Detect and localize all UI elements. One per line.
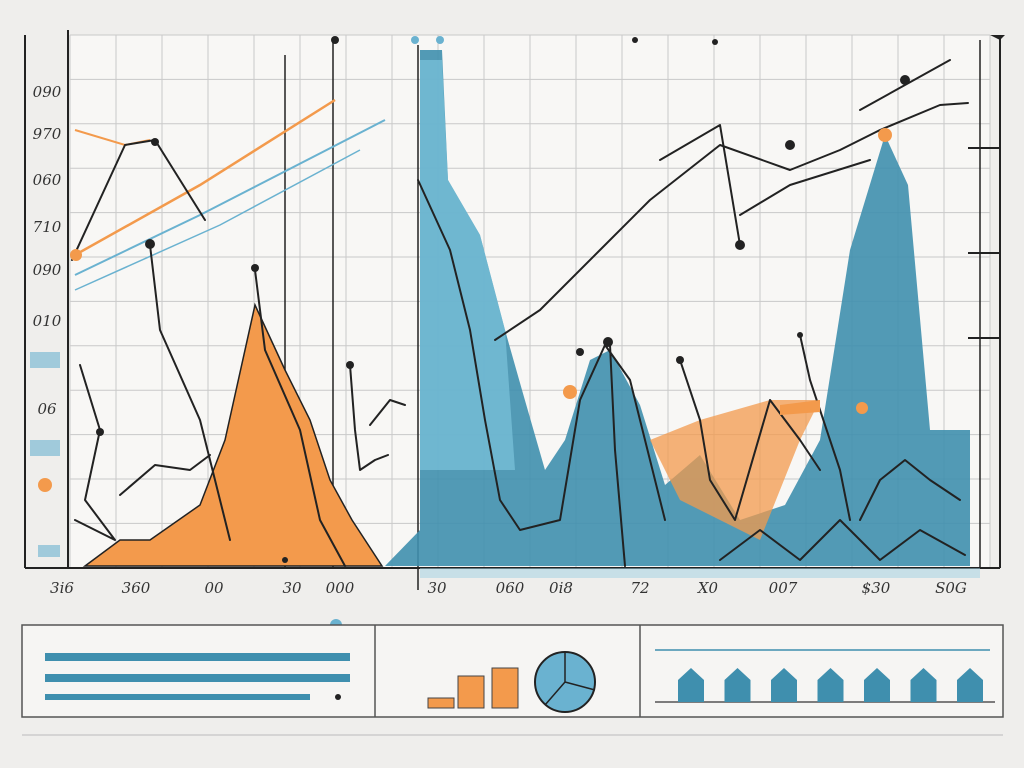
ink-line (739, 159, 871, 216)
y-label: 090 (33, 261, 62, 279)
dots (38, 36, 910, 563)
blue-line (74, 149, 361, 291)
x-label: 000 (326, 579, 355, 597)
axis-strip (420, 568, 980, 578)
x-label: 00 (204, 579, 224, 597)
orange-area (650, 400, 820, 540)
ink-line (799, 334, 851, 521)
progress-bar (45, 694, 310, 700)
blue-highlight (420, 60, 515, 470)
orange-mark (780, 400, 820, 415)
ink-line (609, 344, 626, 567)
ink-line (417, 179, 666, 531)
legend-swatch (38, 545, 60, 557)
pie-slices (544, 652, 596, 706)
mini-bar (457, 675, 485, 709)
blue-area (385, 50, 970, 566)
thin-line (719, 519, 966, 561)
house-icon (771, 668, 797, 702)
y-label: 06 (37, 400, 57, 418)
ink-line (369, 399, 406, 426)
house-icon (724, 668, 751, 702)
ink-line (494, 102, 969, 341)
ink-line (659, 124, 741, 246)
house-icons (678, 668, 983, 702)
ink-line (71, 139, 206, 261)
ink-line (119, 454, 211, 496)
house-icon (910, 668, 937, 702)
x-label: 360 (122, 579, 151, 597)
y-label: 090 (33, 83, 62, 101)
house-icon (678, 668, 704, 702)
x-label: X0 (697, 579, 719, 597)
ink-line (679, 359, 821, 521)
x-label: $30 (862, 579, 891, 597)
mini-bar (427, 697, 455, 709)
x-label: 007 (769, 579, 798, 597)
y-label: 970 (33, 125, 62, 143)
ink-line (254, 269, 346, 567)
orange-area (82, 302, 384, 567)
progress-bar (45, 674, 350, 682)
y-axis-labels: 090 970 060 710 090 010 06 (33, 83, 62, 418)
x-axis-labels: 3i6 360 00 30 000 30 060 0i8 72 X0 007 $… (50, 579, 967, 597)
ink-line (349, 364, 389, 471)
x-label: 72 (630, 579, 649, 597)
x-label: 30 (282, 579, 302, 597)
orange-line (74, 98, 336, 257)
progress-bar (45, 653, 350, 661)
x-label: 0i8 (549, 579, 573, 597)
blue-line (74, 119, 386, 276)
y-label: 710 (33, 218, 62, 236)
dot (335, 694, 341, 700)
legend-swatch (30, 440, 60, 456)
mini-bar (491, 667, 519, 709)
x-label: 3i6 (50, 579, 74, 597)
x-label: 30 (427, 579, 447, 597)
x-label: S0G (935, 579, 967, 597)
ink-line (74, 364, 116, 541)
house-icon (864, 668, 890, 702)
ink-line (149, 244, 231, 541)
legend-swatch (30, 352, 60, 368)
arrowhead (990, 35, 1005, 40)
house-icon (817, 668, 844, 702)
house-icon (957, 668, 983, 702)
y-label: 060 (33, 171, 62, 189)
ink-line (859, 459, 961, 521)
y-label: 010 (33, 312, 62, 330)
x-label: 060 (496, 579, 525, 597)
